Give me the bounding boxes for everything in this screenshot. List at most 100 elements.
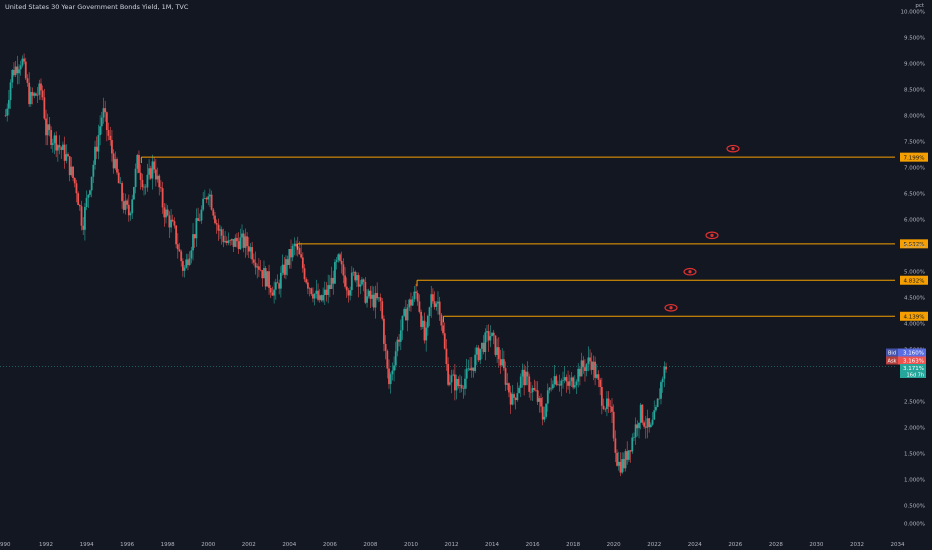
candle-body bbox=[13, 69, 15, 76]
candle-body bbox=[85, 197, 88, 208]
candle-body bbox=[94, 146, 96, 165]
candle-body bbox=[107, 130, 110, 136]
candle-body bbox=[161, 188, 164, 208]
candle-body bbox=[104, 108, 107, 113]
candle-body bbox=[62, 144, 64, 150]
candle-body bbox=[320, 295, 323, 301]
eye-icon bbox=[664, 303, 678, 312]
candle-body bbox=[285, 259, 287, 275]
candle-body bbox=[73, 178, 76, 184]
candle-body bbox=[305, 279, 308, 283]
candle-body bbox=[84, 207, 86, 230]
candle-body bbox=[75, 183, 78, 194]
candle-body bbox=[225, 241, 228, 243]
candle-body bbox=[347, 290, 350, 296]
candle-body bbox=[237, 241, 240, 250]
candle-body bbox=[58, 145, 61, 148]
x-tick-label: 2014 bbox=[485, 542, 499, 548]
bid-price-tag: Bid 3.160% bbox=[886, 348, 926, 357]
y-tick-label: 6.000% bbox=[904, 218, 925, 224]
y-tick-label: 4.500% bbox=[904, 296, 925, 302]
candle-body bbox=[252, 259, 255, 263]
x-tick-label: 2006 bbox=[323, 542, 337, 548]
candle-body bbox=[597, 374, 600, 380]
candle-body bbox=[337, 254, 340, 261]
candle-body bbox=[170, 219, 172, 228]
candle-body bbox=[355, 275, 358, 281]
candle-body bbox=[633, 437, 635, 438]
candle-body bbox=[540, 398, 542, 407]
candle-body bbox=[472, 367, 475, 371]
y-tick-label: 1.000% bbox=[904, 478, 925, 484]
candle-body bbox=[609, 406, 612, 407]
candle-body bbox=[430, 294, 433, 308]
candle-body bbox=[45, 118, 47, 136]
candles-layer bbox=[0, 53, 895, 477]
candle-body bbox=[148, 168, 150, 175]
candle-body bbox=[345, 286, 348, 291]
candle-body bbox=[460, 384, 463, 389]
candle-body bbox=[604, 408, 607, 410]
candle-body bbox=[482, 342, 485, 353]
y-tick-label: 0.000% bbox=[904, 522, 925, 528]
candle-body bbox=[281, 264, 284, 273]
candle-body bbox=[288, 249, 291, 266]
candle-body bbox=[50, 130, 53, 145]
candle-body bbox=[543, 416, 546, 420]
candle-body bbox=[178, 249, 181, 252]
candle-body bbox=[453, 374, 456, 391]
candle-body bbox=[568, 381, 571, 386]
candle-body bbox=[602, 405, 605, 409]
candle-body bbox=[222, 235, 225, 243]
candle-body bbox=[494, 335, 497, 355]
x-tick-label: 2032 bbox=[850, 542, 864, 548]
candle-body bbox=[619, 461, 622, 473]
candle-body bbox=[234, 237, 237, 247]
candle-body bbox=[14, 66, 17, 76]
candle-body bbox=[371, 294, 373, 299]
candle-body bbox=[67, 154, 69, 157]
candle-body bbox=[582, 360, 585, 368]
candle-body bbox=[391, 370, 394, 375]
eye-icon bbox=[726, 144, 740, 153]
candle-body bbox=[41, 90, 44, 98]
candle-body bbox=[612, 411, 615, 439]
candle-body bbox=[187, 259, 189, 265]
candle-body bbox=[546, 390, 549, 404]
candle-body bbox=[317, 290, 319, 300]
candle-body bbox=[325, 289, 328, 295]
candle-body bbox=[658, 398, 661, 400]
candle-body bbox=[470, 367, 473, 371]
candle-body bbox=[23, 58, 25, 62]
candle-body bbox=[134, 168, 137, 188]
y-tick-label: 2.000% bbox=[904, 426, 925, 432]
candle-body bbox=[21, 58, 24, 66]
candle-body bbox=[545, 403, 548, 417]
level-price-tag bbox=[900, 152, 928, 162]
candle-body bbox=[180, 251, 183, 262]
candle-body bbox=[127, 204, 130, 216]
x-tick-label: 2018 bbox=[566, 542, 580, 548]
candle-body bbox=[87, 194, 90, 198]
candle-body bbox=[247, 246, 250, 252]
price-scale-unit: pct bbox=[915, 3, 924, 9]
candle-body bbox=[293, 243, 296, 246]
candle-body bbox=[489, 336, 492, 341]
candle-body bbox=[484, 332, 487, 353]
candle-body bbox=[126, 200, 129, 205]
candle-body bbox=[158, 175, 161, 188]
x-tick-label: 2030 bbox=[809, 542, 823, 548]
candle-body bbox=[563, 377, 566, 381]
level-price-label: 5.532% bbox=[904, 242, 925, 248]
candle-body bbox=[497, 347, 500, 360]
candle-body bbox=[425, 327, 428, 341]
candle-body bbox=[374, 293, 377, 308]
candle-body bbox=[634, 424, 637, 438]
candle-body bbox=[492, 332, 495, 336]
candle-body bbox=[509, 392, 512, 405]
candle-body bbox=[80, 206, 83, 226]
candle-body bbox=[165, 209, 167, 218]
candle-body bbox=[376, 293, 379, 299]
candle-body bbox=[7, 100, 10, 109]
